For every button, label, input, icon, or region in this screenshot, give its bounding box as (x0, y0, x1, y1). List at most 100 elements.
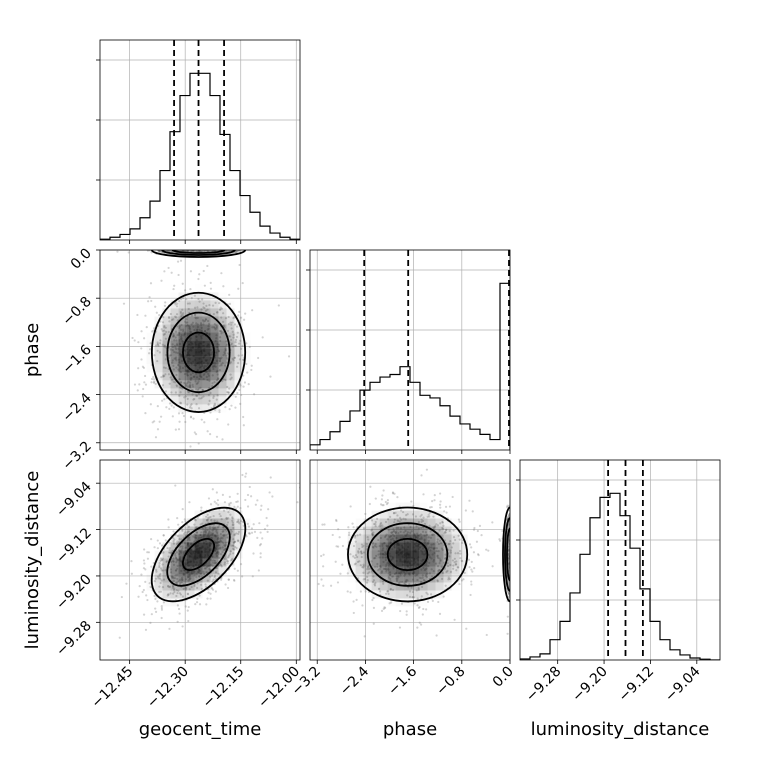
density-cell (218, 526, 227, 535)
scatter-point (425, 608, 428, 611)
scatter-point (267, 508, 270, 511)
density-cell (170, 582, 179, 591)
scatter-point (152, 381, 156, 384)
scatter-point (175, 384, 178, 387)
scatter-point (195, 531, 199, 534)
scatter-point (181, 412, 184, 415)
scatter-point (438, 539, 442, 542)
density-cell (234, 518, 243, 527)
scatter-point (336, 581, 340, 584)
scatter-point (384, 534, 387, 537)
scatter-point (384, 606, 387, 609)
density-cell (210, 534, 219, 543)
density-cell (202, 510, 211, 519)
scatter-point (366, 575, 369, 579)
scatter-point (174, 577, 177, 580)
density-cell (435, 558, 444, 567)
scatter-point (209, 515, 212, 519)
scatter-point (421, 519, 425, 522)
density-cell (459, 550, 468, 559)
scatter-point (212, 395, 215, 398)
scatter-point (499, 539, 502, 542)
scatter-point (219, 553, 223, 556)
scatter-point (362, 571, 365, 574)
density-cell (210, 372, 219, 381)
scatter-point (217, 378, 220, 381)
density-cell (403, 526, 412, 535)
scatter-point (168, 627, 171, 630)
density-cell (194, 542, 203, 551)
scatter-point (207, 532, 210, 535)
scatter-point (172, 364, 175, 368)
scatter-point (226, 560, 229, 563)
scatter-point (371, 533, 374, 536)
x-tick-label-luminosity-distance: −9.20 (569, 664, 611, 706)
scatter-point (155, 311, 158, 314)
density-cell (226, 324, 235, 333)
scatter-point (418, 576, 421, 579)
scatter-point (377, 550, 380, 553)
scatter-point (320, 554, 323, 558)
scatter-point (507, 592, 510, 595)
density-cell (227, 396, 235, 404)
scatter-point (184, 541, 187, 544)
scatter-point (405, 514, 408, 517)
density-cell (210, 550, 219, 559)
panel-luminosity-distance-vs-luminosity-distance: −9.28 −9.20 −9.12 −9.04 (516, 459, 721, 706)
scatter-point (471, 570, 474, 573)
scatter-point (213, 559, 217, 563)
scatter-point (187, 525, 190, 528)
scatter-point (166, 594, 169, 597)
scatter-point (457, 534, 460, 537)
scatter-point (431, 500, 434, 503)
scatter-point (154, 382, 157, 386)
scatter-point (425, 591, 428, 594)
density-cell (387, 526, 396, 535)
scatter-point (401, 510, 405, 514)
scatter-point (220, 332, 223, 335)
scatter-point (211, 529, 214, 532)
x-tick-label-luminosity-distance: −9.12 (616, 664, 658, 706)
density-cell (435, 534, 444, 543)
scatter-point (186, 302, 190, 305)
scatter-point (143, 337, 146, 340)
scatter-point (397, 526, 400, 530)
density-cell (154, 324, 163, 333)
scatter-point (349, 553, 352, 556)
scatter-point (370, 528, 373, 531)
density-cell (371, 526, 380, 535)
scatter-point (221, 550, 224, 554)
scatter-point (225, 517, 228, 520)
scatter-point (172, 576, 175, 579)
scatter-point (183, 532, 186, 535)
scatter-point (445, 511, 448, 514)
density-cell (178, 574, 187, 583)
scatter-point (195, 394, 199, 397)
scatter-point (424, 574, 428, 578)
scatter-point (237, 287, 240, 290)
scatter-point (439, 560, 442, 563)
scatter-point (176, 564, 179, 568)
scatter-point (204, 318, 207, 321)
scatter-point (381, 580, 385, 583)
scatter-point (202, 320, 205, 323)
scatter-point (228, 407, 231, 411)
scatter-point (149, 282, 153, 285)
density-cell (162, 574, 171, 583)
density-cell (395, 534, 404, 543)
scatter-point (185, 321, 188, 324)
scatter-point (171, 349, 174, 352)
scatter-point (187, 619, 190, 623)
scatter-point (259, 556, 262, 559)
scatter-point (171, 575, 174, 578)
scatter-point (229, 361, 232, 364)
scatter-point (172, 588, 176, 592)
contour-level-2 (166, 522, 231, 587)
scatter-point (189, 577, 192, 580)
density-cell (234, 510, 243, 519)
scatter-point (215, 502, 218, 505)
scatter-point (184, 289, 187, 292)
scatter-point (297, 564, 299, 566)
scatter-point (386, 499, 389, 502)
scatter-point (462, 578, 465, 581)
